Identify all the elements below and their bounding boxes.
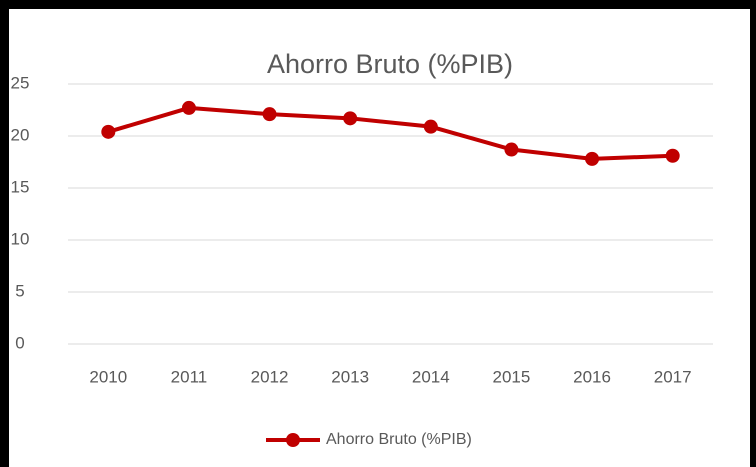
y-tick-label: 10	[11, 229, 30, 248]
data-point	[101, 124, 116, 139]
legend-label: Ahorro Bruto (%PIB)	[326, 431, 472, 448]
x-tick-label: 2012	[251, 367, 289, 386]
series-line	[107, 105, 673, 161]
x-tick-label: 2014	[412, 367, 450, 386]
x-tick-label: 2016	[573, 367, 611, 386]
y-tick-label: 20	[11, 125, 30, 144]
chart-area	[9, 9, 750, 467]
data-point	[665, 148, 680, 163]
data-point	[262, 107, 277, 122]
y-tick-label: 25	[11, 73, 30, 92]
data-point	[423, 119, 438, 134]
y-tick-label: 0	[15, 333, 24, 352]
data-point	[585, 151, 600, 166]
chart-title: Ahorro Bruto (%PIB)	[267, 49, 513, 79]
y-tick-label: 5	[15, 281, 24, 300]
data-point	[504, 142, 519, 157]
x-tick-label: 2011	[171, 367, 208, 386]
data-point	[343, 111, 358, 126]
x-tick-label: 2015	[493, 367, 531, 386]
data-point	[181, 100, 196, 115]
x-tick-label: 2013	[331, 367, 369, 386]
legend-marker	[286, 433, 300, 447]
y-tick-label: 15	[11, 177, 30, 196]
x-tick-label: 2010	[89, 367, 127, 386]
x-tick-label: 2017	[654, 367, 692, 386]
